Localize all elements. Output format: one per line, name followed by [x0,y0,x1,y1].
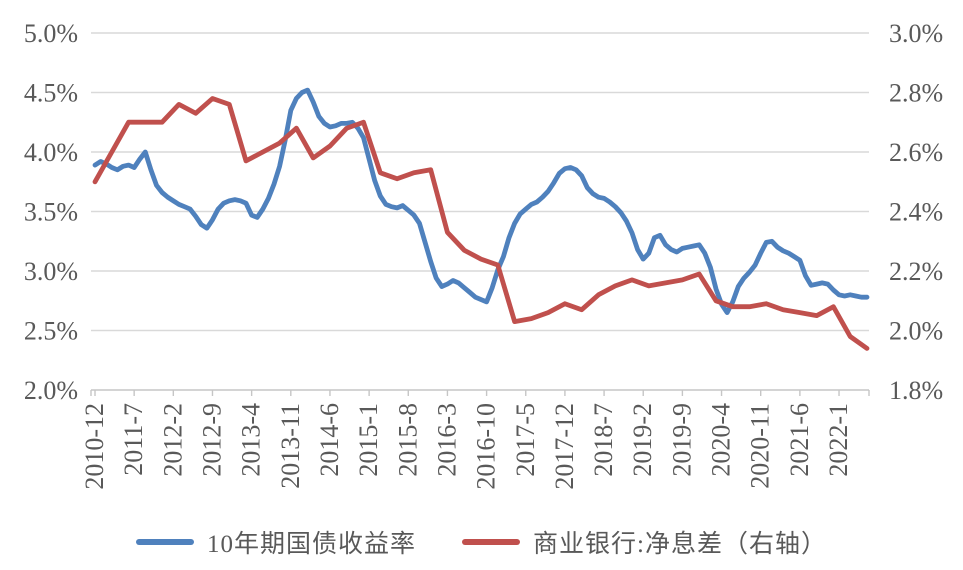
right-axis-tick-label: 2.0% [889,316,943,345]
legend-label-net-interest-margin: 商业银行:净息差（右轴） [533,531,827,558]
x-axis-tick-label: 2021-6 [785,403,814,477]
legend-swatch-red-line [462,539,521,545]
x-axis-tick-label: 2011-7 [119,403,148,476]
right-axis-tick-label: 3.0% [889,19,943,48]
legend-item-net-interest-margin: 商业银行:净息差（右轴） [462,524,827,560]
x-axis-tick-label: 2015-1 [354,403,383,477]
x-axis-tick-label: 2016-10 [472,403,501,490]
x-axis-tick-label: 2013-4 [237,403,266,477]
right-axis-tick-label: 2.2% [889,257,943,286]
x-axis-tick-label: 2017-12 [550,403,579,490]
x-axis-tick-label: 2020-4 [707,403,736,477]
left-axis-tick-label: 4.0% [24,138,78,167]
left-axis-tick-label: 5.0% [24,19,78,48]
x-axis-tick-label: 2014-6 [315,403,344,477]
x-axis-tick-label: 2017-5 [511,403,540,477]
left-axis-tick-label: 2.5% [24,316,78,345]
x-axis-tick-label: 2015-8 [393,403,422,477]
left-axis-tick-label: 2.0% [24,376,78,405]
left-axis-tick-label: 4.5% [24,78,78,107]
x-axis-tick-label: 2019-2 [628,403,657,477]
right-axis-tick-label: 2.8% [889,78,943,107]
legend: 10年期国债收益率 商业银行:净息差（右轴） [0,524,963,560]
x-axis-tick-label: 2012-9 [197,403,226,477]
x-axis-tick-label: 2018-7 [589,403,618,477]
x-axis-tick-label: 2022-1 [824,403,853,477]
right-axis-tick-label: 2.4% [889,197,943,226]
left-axis-tick-label: 3.0% [24,257,78,286]
series-line-treasury-yield [92,87,870,316]
legend-swatch-blue-line [136,539,195,545]
x-axis-tick-label: 2020-11 [746,403,775,489]
x-axis-tick-label: 2010-12 [80,403,109,490]
right-axis-tick-label: 2.6% [889,138,943,167]
x-axis-tick-label: 2016-3 [432,403,461,477]
left-axis-tick-label: 3.5% [24,197,78,226]
legend-label-treasury-yield: 10年期国债收益率 [207,531,417,558]
right-axis-tick-label: 1.8% [889,376,943,405]
legend-item-treasury-yield: 10年期国债收益率 [136,524,416,560]
x-axis-tick-label: 2012-2 [158,403,187,477]
series-line-net-interest-margin [92,96,870,351]
x-axis-tick-label: 2019-9 [667,403,696,477]
x-axis-tick-label: 2013-11 [276,403,305,489]
